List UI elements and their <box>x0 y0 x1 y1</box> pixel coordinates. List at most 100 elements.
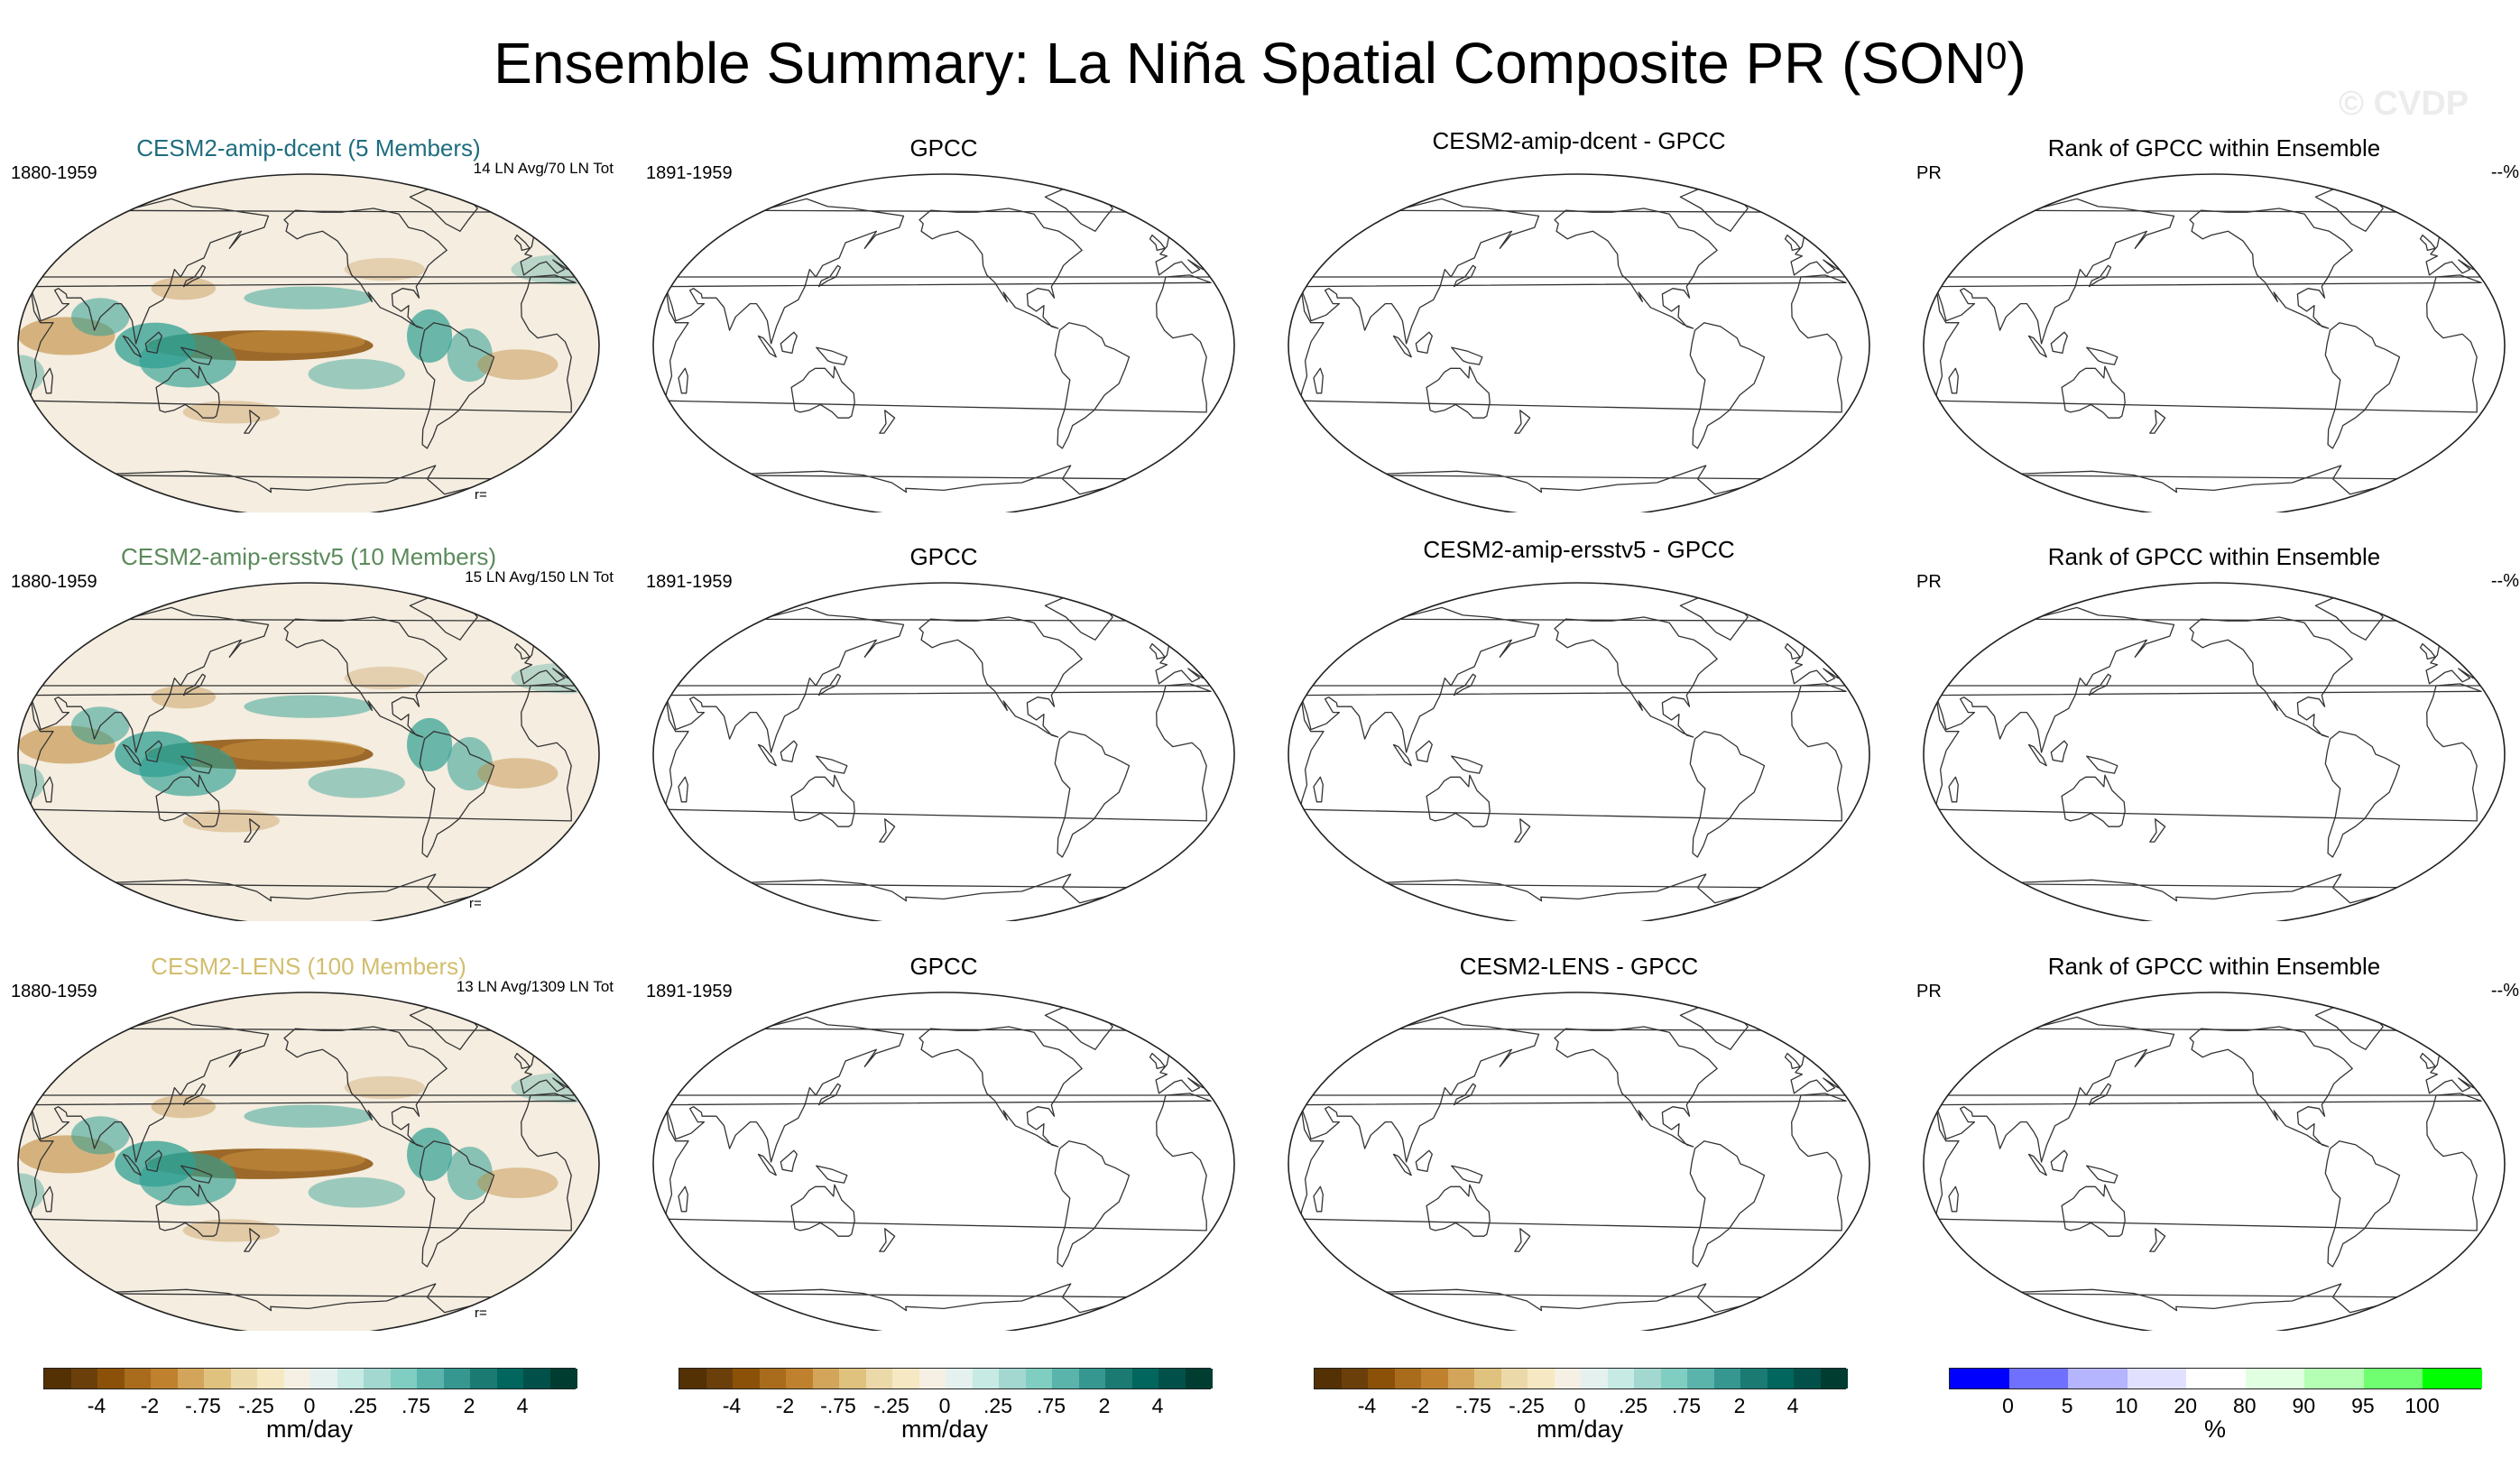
coastline <box>757 743 777 767</box>
coastline <box>1453 1083 1477 1106</box>
coastline <box>1514 1228 1531 1252</box>
coastline <box>513 642 531 660</box>
colorbar-swatch <box>283 1369 311 1388</box>
colorbar-swatch <box>2245 1369 2305 1388</box>
colorbar-swatches <box>1949 1368 2483 1389</box>
event-count-label: 13 LN Avg/1309 LN Tot <box>456 978 614 995</box>
coastline <box>283 208 448 329</box>
colorbar-swatch <box>496 1369 524 1388</box>
coastline <box>1948 1185 1959 1213</box>
map-content <box>653 174 1234 512</box>
colorbar-tick-label: .25 <box>983 1394 1012 1417</box>
map-content <box>1288 174 1869 512</box>
map-difference-empty <box>1288 992 1870 1331</box>
coastline <box>1426 365 1491 419</box>
period-label: 1880-1959 <box>11 572 97 592</box>
colorbar-tick-label: 5 <box>2061 1394 2073 1417</box>
coastline <box>1299 274 1847 413</box>
colorbar-swatch <box>1131 1369 1159 1388</box>
colorbar-swatch <box>1660 1369 1688 1388</box>
period-label: 1880-1959 <box>11 163 97 183</box>
colorbar-tick-label: 95 <box>2351 1394 2375 1417</box>
coastline <box>816 346 848 365</box>
colorbar-tick-label: 4 <box>516 1394 529 1417</box>
coastline <box>780 331 798 355</box>
coastline <box>2061 365 2126 419</box>
coastline <box>419 731 495 858</box>
colorbar-swatch <box>417 1369 444 1388</box>
coastline <box>879 410 896 434</box>
coastline <box>664 274 1212 413</box>
coastline <box>2061 1184 2126 1237</box>
colorbar-swatch <box>124 1369 152 1388</box>
colorbar-swatch <box>1950 1369 2010 1388</box>
colorbar-swatch <box>1820 1369 1848 1388</box>
colorbar-tick-label: .25 <box>1619 1394 1648 1417</box>
colorbar-swatch <box>1634 1369 1661 1388</box>
coastline <box>29 1093 577 1232</box>
panel-title-obs: GPCC <box>909 134 978 161</box>
colorbar-tick-label: 0 <box>1574 1394 1586 1417</box>
colorbar-swatch <box>1341 1369 1369 1388</box>
coastline <box>678 1185 688 1213</box>
colorbar-tick-label: -.75 <box>1455 1394 1491 1417</box>
coastline <box>2419 642 2436 660</box>
colorbar-swatch <box>946 1369 973 1388</box>
period-label: 1880-1959 <box>11 982 97 1001</box>
precip-anomaly-region <box>139 334 236 388</box>
coastline <box>144 740 162 763</box>
coastline <box>182 1083 207 1106</box>
panel-title-difference: CESM2-amip-dcent - GPCC <box>1432 127 1726 154</box>
rank-percent-label: --% <box>2490 162 2519 182</box>
panel-rank-row2: Rank of GPCC within Ensemble PR --% <box>1916 542 2519 921</box>
coastline <box>155 365 220 419</box>
colorbar-swatch <box>2068 1369 2128 1388</box>
coastline <box>2189 1026 2353 1148</box>
coastline <box>1554 208 1718 329</box>
colorbar-tick-label: -2 <box>1410 1394 1430 1417</box>
coastline <box>817 673 842 696</box>
map-content <box>18 583 599 921</box>
coastline <box>1415 740 1433 763</box>
coastline <box>757 1153 777 1176</box>
colorbar-swatch <box>257 1369 284 1388</box>
coastline <box>1149 1052 1166 1070</box>
colorbar-units: mm/day <box>1536 1416 1624 1443</box>
cvdp-watermark: © CVDP <box>2339 85 2469 123</box>
map-background <box>653 992 1234 1331</box>
panel-title-rank: Rank of GPCC within Ensemble <box>2047 543 2381 570</box>
precip-anomaly-region <box>219 330 365 354</box>
colorbar-tick-label: .75 <box>1037 1394 1066 1417</box>
coastline <box>2189 616 2353 738</box>
panel-obs-row2: GPCC 1891-1959 <box>646 542 1242 921</box>
precip-anomaly-region <box>407 1127 453 1181</box>
map-content <box>1924 992 2505 1331</box>
panel-title-rank: Rank of GPCC within Ensemble <box>2047 953 2381 980</box>
precip-anomaly-region <box>477 349 558 380</box>
map-difference-empty <box>1288 582 1870 921</box>
coastline <box>1948 367 1959 394</box>
colorbar-swatch <box>1528 1369 1555 1388</box>
colorbar-tick-label: -2 <box>775 1394 795 1417</box>
coastline <box>1299 683 1847 822</box>
coastline <box>1453 673 1477 696</box>
coastline <box>817 264 842 288</box>
colorbar-swatch <box>1052 1369 1079 1388</box>
coastline <box>2027 743 2047 767</box>
map-rank-empty <box>1923 992 2506 1331</box>
colorbar-tick-label: 4 <box>1151 1394 1164 1417</box>
map-background <box>1288 174 1869 512</box>
coastline <box>664 683 1212 822</box>
coastline <box>1392 1153 1412 1176</box>
coastline <box>244 410 261 434</box>
coastline <box>144 1149 162 1173</box>
coastline <box>816 1165 848 1184</box>
precip-anomaly-region <box>344 666 426 690</box>
panel-title-difference: CESM2-amip-ersstv5 - GPCC <box>1423 536 1735 563</box>
panel-title-rank: Rank of GPCC within Ensemble <box>2047 134 2381 161</box>
coastline <box>2088 673 2112 696</box>
panel-rank-row1: Rank of GPCC within Ensemble PR --% <box>1916 134 2519 512</box>
coastline <box>2088 264 2112 288</box>
coastline <box>664 1093 1212 1232</box>
map-content <box>653 992 1234 1331</box>
